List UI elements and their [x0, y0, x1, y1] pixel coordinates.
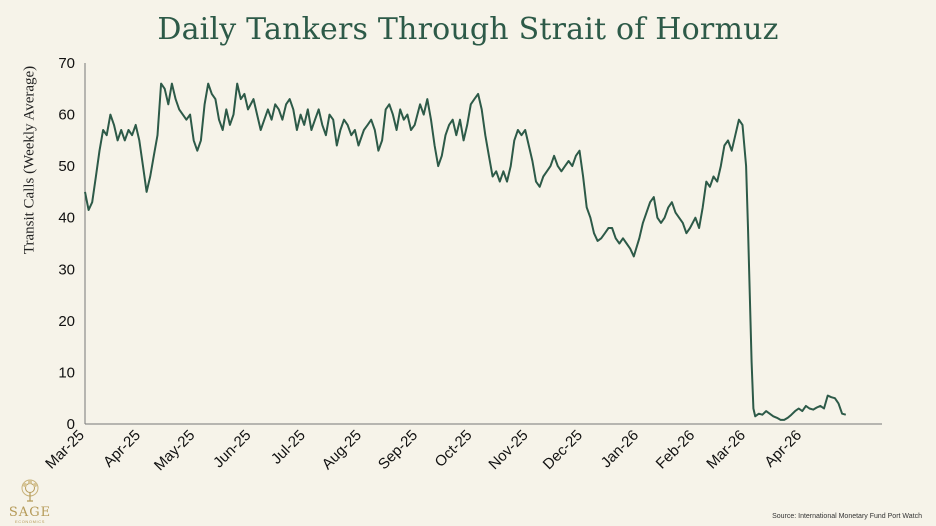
y-tick-label: 30 [58, 261, 75, 278]
x-tick-label: Oct-25 [432, 427, 476, 471]
x-tick-label: Sep-25 [375, 427, 421, 473]
y-tick-label: 60 [58, 107, 75, 124]
y-tick-label: 0 [67, 416, 75, 433]
series-line [84, 82, 847, 421]
x-tick-label: Aug-25 [319, 427, 365, 473]
chart-title: Daily Tankers Through Strait of Hormuz [157, 12, 779, 47]
x-tick-label: Apr-25 [100, 427, 144, 471]
y-tick-labels: 0 10 20 30 40 50 60 70 [58, 55, 75, 433]
x-tick-labels: Mar-25 Apr-25 May-25 Jun-25 Jul-25 Aug-25 Sep-… [42, 427, 805, 474]
x-tick-label: Apr-26 [761, 427, 805, 471]
x-tick-label: Dec-25 [540, 427, 586, 473]
y-tick-label: 70 [58, 55, 75, 72]
x-tick-label: May-25 [151, 427, 198, 474]
x-tick-label: Nov-25 [485, 427, 531, 473]
series-lines [84, 82, 847, 421]
y-tick-label: 40 [58, 210, 75, 227]
y-tick-label: 20 [58, 313, 75, 330]
x-tick-label: Mar-26 [703, 427, 749, 473]
x-tick-label: Jul-25 [268, 427, 309, 468]
y-tick-label: 10 [58, 364, 75, 381]
tree-icon [21, 479, 39, 502]
y-tick-label: 50 [58, 158, 75, 175]
x-tick-label: Feb-26 [653, 427, 699, 473]
sage-logo: SAGE ECONOMICS [6, 478, 54, 524]
x-tick-label: Jan-26 [598, 427, 642, 471]
logo-subtitle: ECONOMICS [14, 519, 46, 524]
x-tick-label: Mar-25 [42, 427, 88, 473]
logo-name: SAGE [8, 505, 52, 520]
source-note: Source: International Monetary Fund Port… [772, 513, 922, 520]
x-tick-label: Jun-25 [210, 427, 254, 471]
axes [84, 63, 882, 425]
